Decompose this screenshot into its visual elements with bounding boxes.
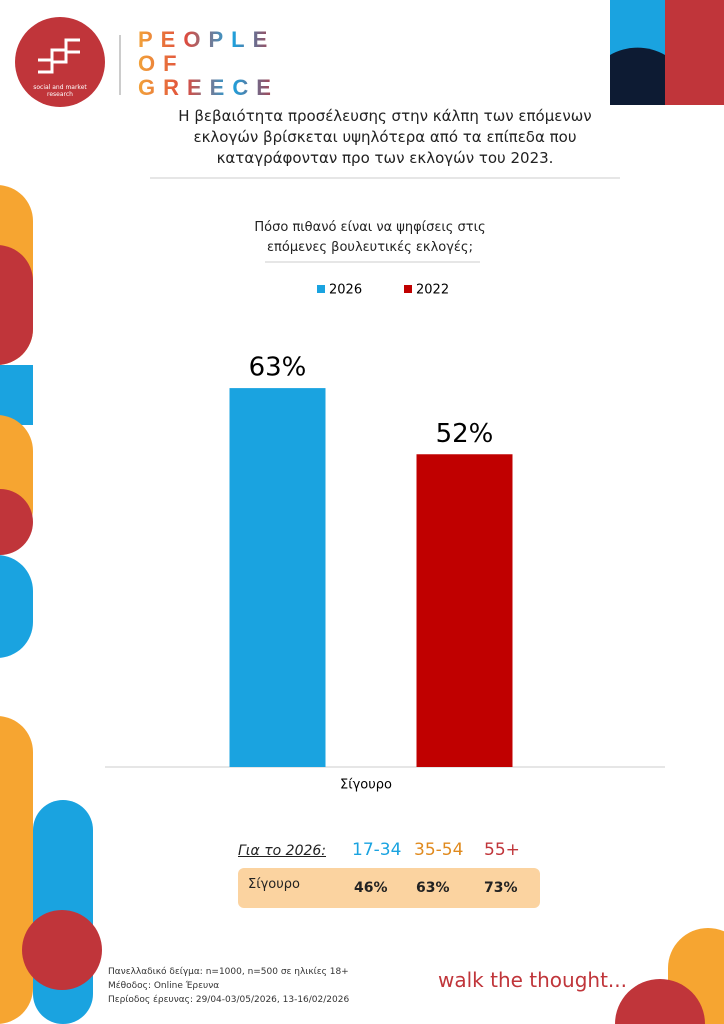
table-header: 35-54 (414, 840, 464, 860)
legend-swatch (317, 285, 325, 293)
slogan: walk the thought... (438, 968, 628, 992)
chart-title: Πόσο πιθανό είναι να ψηφίσεις στις επόμε… (254, 220, 486, 255)
table-header: 55+ (484, 840, 520, 860)
value-label: 52% (436, 419, 494, 449)
table-title: Για το 2026: (238, 843, 327, 859)
table-cell: 46% (354, 880, 388, 896)
headline: Η βεβαιότητα προσέλευσης στην κάλπη των … (178, 107, 592, 167)
table-header: 17-34 (352, 840, 402, 860)
value-label: 63% (249, 353, 307, 383)
logo-brand: PEOPLE OF GREECE (138, 28, 279, 100)
legend-label: 2022 (416, 283, 449, 298)
legend-swatch (404, 285, 412, 293)
footer-notes: Πανελλαδικό δείγμα: n=1000, n=500 σε ηλι… (108, 965, 349, 1007)
footer-note: Περίοδος έρευνας: 29/04-03/05/2026, 13-1… (108, 995, 350, 1005)
legend-label: 2026 (329, 283, 362, 298)
brand-line: PEOPLE (138, 28, 279, 52)
logo-tagline: social and market research (33, 84, 87, 98)
brand-line: OF (138, 52, 279, 76)
table-cell: Σίγουρο (248, 877, 300, 892)
bar (229, 388, 326, 767)
table-cell: 73% (484, 880, 518, 896)
bar (416, 454, 513, 767)
x-tick-label: Σίγουρο (340, 778, 392, 793)
table-cell: 63% (416, 880, 450, 896)
footer-note: Μέθοδος: Online Έρευνα (108, 981, 220, 991)
brand-line: GREECE (138, 75, 279, 100)
footer-note: Πανελλαδικό δείγμα: n=1000, n=500 σε ηλι… (108, 967, 349, 977)
